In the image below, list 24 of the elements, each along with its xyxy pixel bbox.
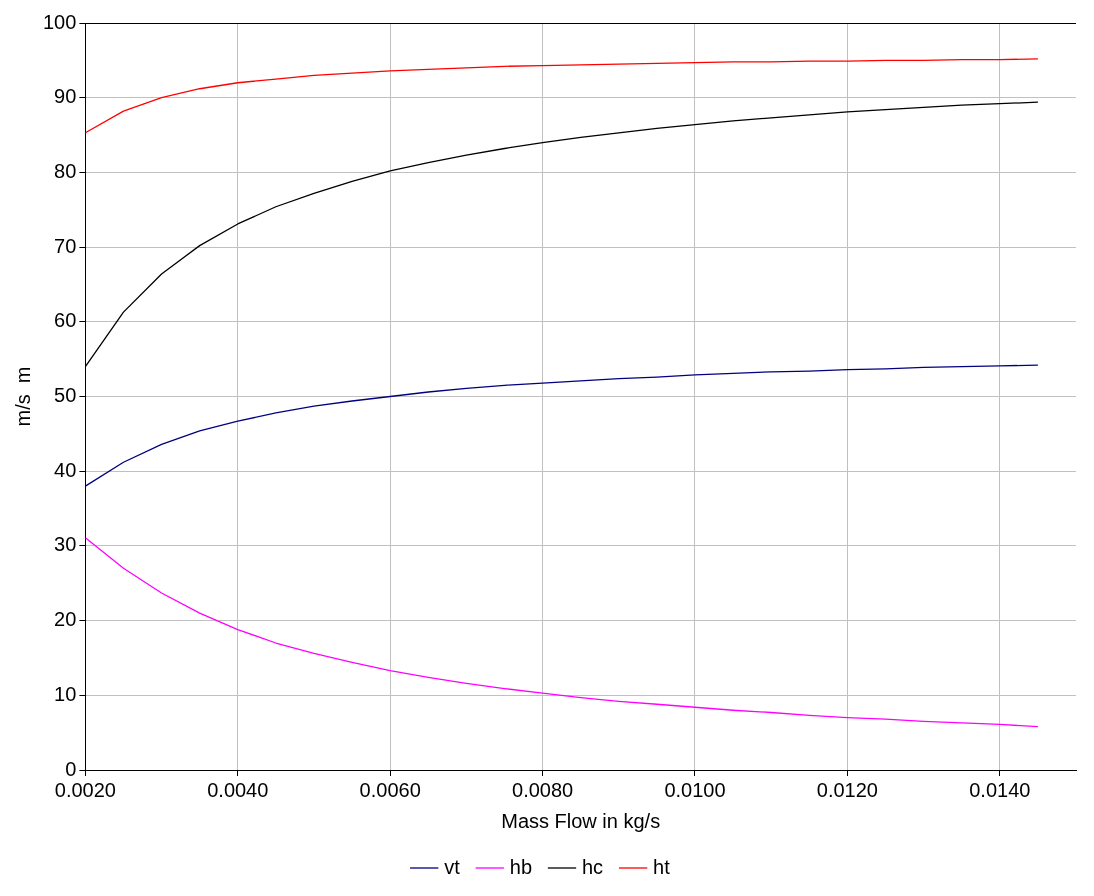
y-tick-label: 70: [54, 234, 77, 257]
y-tick-label: 30: [54, 533, 77, 556]
y-tick-label: 90: [54, 85, 77, 108]
x-tick-label: 0.0020: [54, 778, 116, 801]
y-tick-label: 100: [42, 10, 77, 33]
y-tick-label: 20: [54, 608, 77, 631]
x-axis-title: Mass Flow in kg/s: [501, 809, 661, 832]
x-tick-label: 0.0100: [664, 778, 726, 801]
y-tick-label: 80: [54, 159, 77, 182]
x-tick-label: 0.0040: [207, 778, 269, 801]
x-tick-label: 0.0140: [969, 778, 1031, 801]
legend-label: vt: [444, 855, 461, 878]
legend-label: hb: [509, 855, 532, 878]
y-axis-title: m/s m: [11, 366, 34, 427]
legend-label: ht: [653, 855, 671, 878]
y-tick-label: 10: [54, 682, 77, 705]
y-tick-label: 60: [54, 309, 77, 332]
y-tick-label: 50: [54, 384, 77, 407]
x-tick-label: 0.0060: [359, 778, 421, 801]
legend-label: hc: [582, 855, 604, 878]
x-tick-label: 0.0080: [512, 778, 574, 801]
y-tick-label: 0: [65, 757, 77, 780]
x-tick-label: 0.0120: [816, 778, 878, 801]
y-tick-label: 40: [54, 458, 77, 481]
